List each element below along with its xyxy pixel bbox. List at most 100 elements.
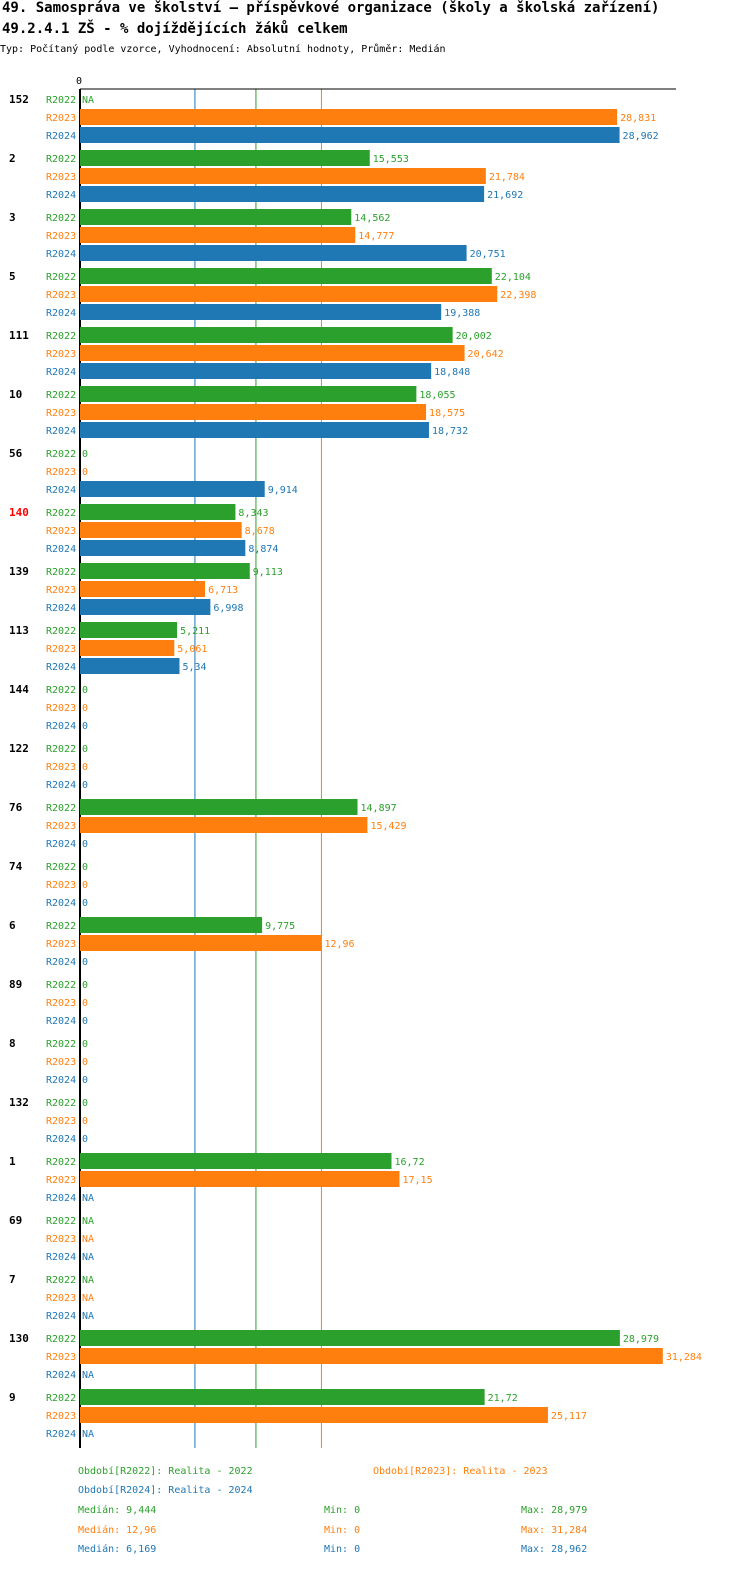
chart-subtitle: 49.2.4.1 ZŠ - % dojíždějících žáků celke…: [2, 21, 348, 37]
data-label: 22,398: [500, 290, 536, 301]
series-label: R2023: [46, 703, 76, 714]
bar: [80, 186, 485, 202]
group-label: 69: [9, 1214, 22, 1227]
data-label: NA: [82, 1429, 94, 1440]
data-label: 22,104: [495, 272, 531, 283]
series-label: R2022: [46, 213, 76, 224]
stat-min-r2022: Min: 0: [324, 1505, 361, 1516]
series-label: R2022: [46, 862, 76, 873]
group-label: 5: [9, 270, 16, 283]
series-label: R2022: [46, 626, 76, 637]
series-label: R2024: [46, 721, 76, 732]
bar: [80, 799, 358, 815]
data-label: 19,388: [444, 308, 480, 319]
series-label: R2024: [46, 1193, 76, 1204]
bar: [80, 640, 175, 656]
data-label: 28,831: [620, 113, 656, 124]
bar: [80, 404, 427, 420]
group-label: 2: [9, 152, 16, 165]
data-label: 0: [82, 721, 88, 732]
data-label: 0: [82, 449, 88, 460]
series-label: R2022: [46, 449, 76, 460]
data-label: 0: [82, 703, 88, 714]
data-label: 18,732: [432, 426, 468, 437]
bar: [80, 563, 250, 579]
series-label: R2024: [46, 603, 76, 614]
data-label: 15,429: [370, 821, 406, 832]
series-label: R2022: [46, 272, 76, 283]
series-label: R2024: [46, 780, 76, 791]
data-label: 0: [82, 980, 88, 991]
bar: [80, 817, 368, 833]
series-label: R2023: [46, 939, 76, 950]
bar: [80, 345, 465, 361]
series-label: R2024: [46, 426, 76, 437]
series-label: R2024: [46, 1252, 76, 1263]
data-label: 0: [82, 744, 88, 755]
bar: [80, 209, 352, 225]
group-label: 113: [9, 624, 29, 637]
data-label: 0: [82, 1116, 88, 1127]
data-label: NA: [82, 1293, 94, 1304]
stat-max-r2023: Max: 31,284: [521, 1525, 588, 1536]
series-label: R2024: [46, 839, 76, 850]
series-label: R2023: [46, 467, 76, 478]
data-label: 0: [82, 957, 88, 968]
series-label: R2023: [46, 762, 76, 773]
bar: [80, 150, 370, 166]
bar: [80, 168, 486, 184]
bar: [80, 599, 211, 615]
data-label: 0: [82, 1098, 88, 1109]
series-label: R2023: [46, 1175, 76, 1186]
bar: [80, 581, 206, 597]
group-label: 3: [9, 211, 16, 224]
bar: [80, 127, 620, 143]
group-label: 89: [9, 978, 22, 991]
series-label: R2023: [46, 172, 76, 183]
data-label: 0: [82, 880, 88, 891]
bar: [80, 935, 322, 951]
data-label: 20,002: [456, 331, 492, 342]
series-label: R2022: [46, 508, 76, 519]
chart-info: Typ: Počítaný podle vzorce, Vyhodnocení:…: [0, 44, 446, 55]
data-label: 0: [82, 762, 88, 773]
group-label: 56: [9, 447, 23, 460]
data-label: 5,34: [182, 662, 206, 673]
series-label: R2022: [46, 154, 76, 165]
stat-median-r2023: Medián: 12,96: [78, 1525, 157, 1536]
x-tick-label: 0: [76, 76, 82, 87]
group-label: 8: [9, 1037, 16, 1050]
data-label: 21,692: [487, 190, 523, 201]
bar: [80, 1389, 485, 1405]
legend-r2022: Období[R2022]: Realita - 2022: [78, 1466, 253, 1477]
chart-title: 49. Samospráva ve školství – příspěvkové…: [2, 0, 660, 16]
bar: [80, 1153, 392, 1169]
data-label: 31,284: [666, 1352, 702, 1363]
bar: [80, 1348, 663, 1364]
legend-r2024: Období[R2024]: Realita - 2024: [78, 1485, 253, 1496]
series-label: R2022: [46, 1098, 76, 1109]
data-label: 8,874: [248, 544, 278, 555]
series-label: R2024: [46, 1370, 76, 1381]
data-label: 0: [82, 1134, 88, 1145]
series-label: R2022: [46, 1157, 76, 1168]
series-label: R2023: [46, 585, 76, 596]
data-label: NA: [82, 1370, 94, 1381]
series-label: R2022: [46, 980, 76, 991]
series-label: R2022: [46, 1275, 76, 1286]
series-label: R2022: [46, 390, 76, 401]
bar: [80, 522, 242, 538]
series-label: R2022: [46, 744, 76, 755]
series-label: R2024: [46, 1016, 76, 1027]
series-label: R2022: [46, 1334, 76, 1345]
data-label: 18,575: [429, 408, 465, 419]
data-label: 28,979: [623, 1334, 659, 1345]
series-label: R2024: [46, 249, 76, 260]
series-label: R2024: [46, 1429, 76, 1440]
series-label: R2023: [46, 1116, 76, 1127]
group-label: 152: [9, 93, 29, 106]
series-label: R2023: [46, 1057, 76, 1068]
series-label: R2024: [46, 898, 76, 909]
data-label: NA: [82, 1311, 94, 1322]
group-label: 7: [9, 1273, 16, 1286]
